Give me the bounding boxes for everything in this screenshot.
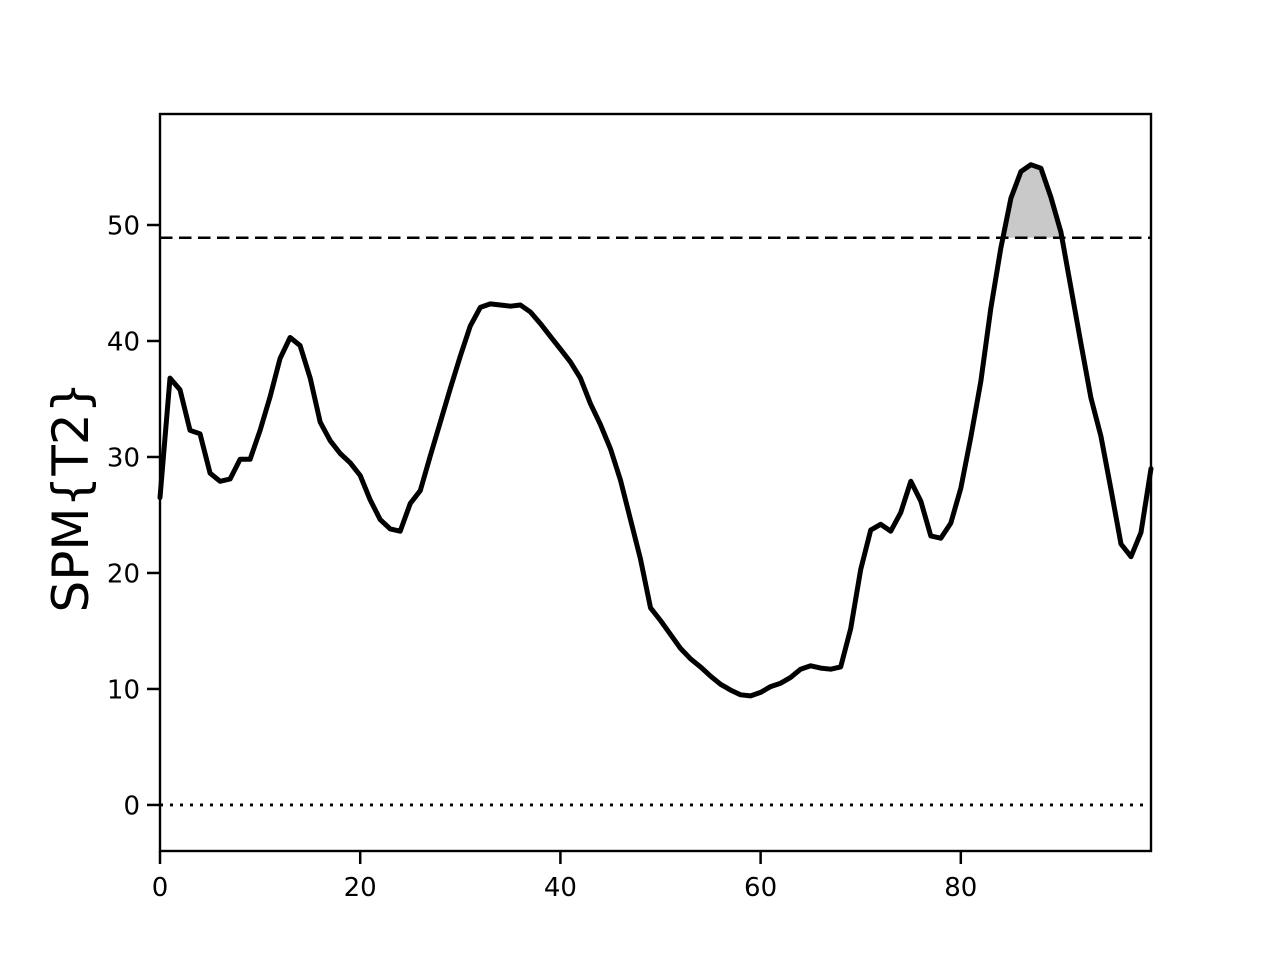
plot-area: 0 20 40 60 80 0 10 20 30 40 50 bbox=[107, 112, 1154, 903]
y-tick-label: 20 bbox=[107, 559, 140, 589]
x-tick-label: 0 bbox=[152, 873, 169, 903]
x-tick-label: 80 bbox=[944, 873, 977, 903]
y-tick-label: 30 bbox=[107, 443, 140, 473]
y-tick-label: 50 bbox=[107, 212, 140, 242]
y-tick-label: 0 bbox=[123, 791, 140, 821]
x-tick-label: 40 bbox=[544, 873, 577, 903]
y-axis-label: SPM{T2} bbox=[42, 381, 100, 613]
y-tick-label: 40 bbox=[107, 327, 140, 357]
spm-statistic-curve bbox=[157, 162, 1154, 699]
axes-spines bbox=[158, 112, 1153, 853]
x-tick-label: 60 bbox=[744, 873, 777, 903]
x-tick-label: 20 bbox=[344, 873, 377, 903]
y-tick-label: 10 bbox=[107, 675, 140, 705]
